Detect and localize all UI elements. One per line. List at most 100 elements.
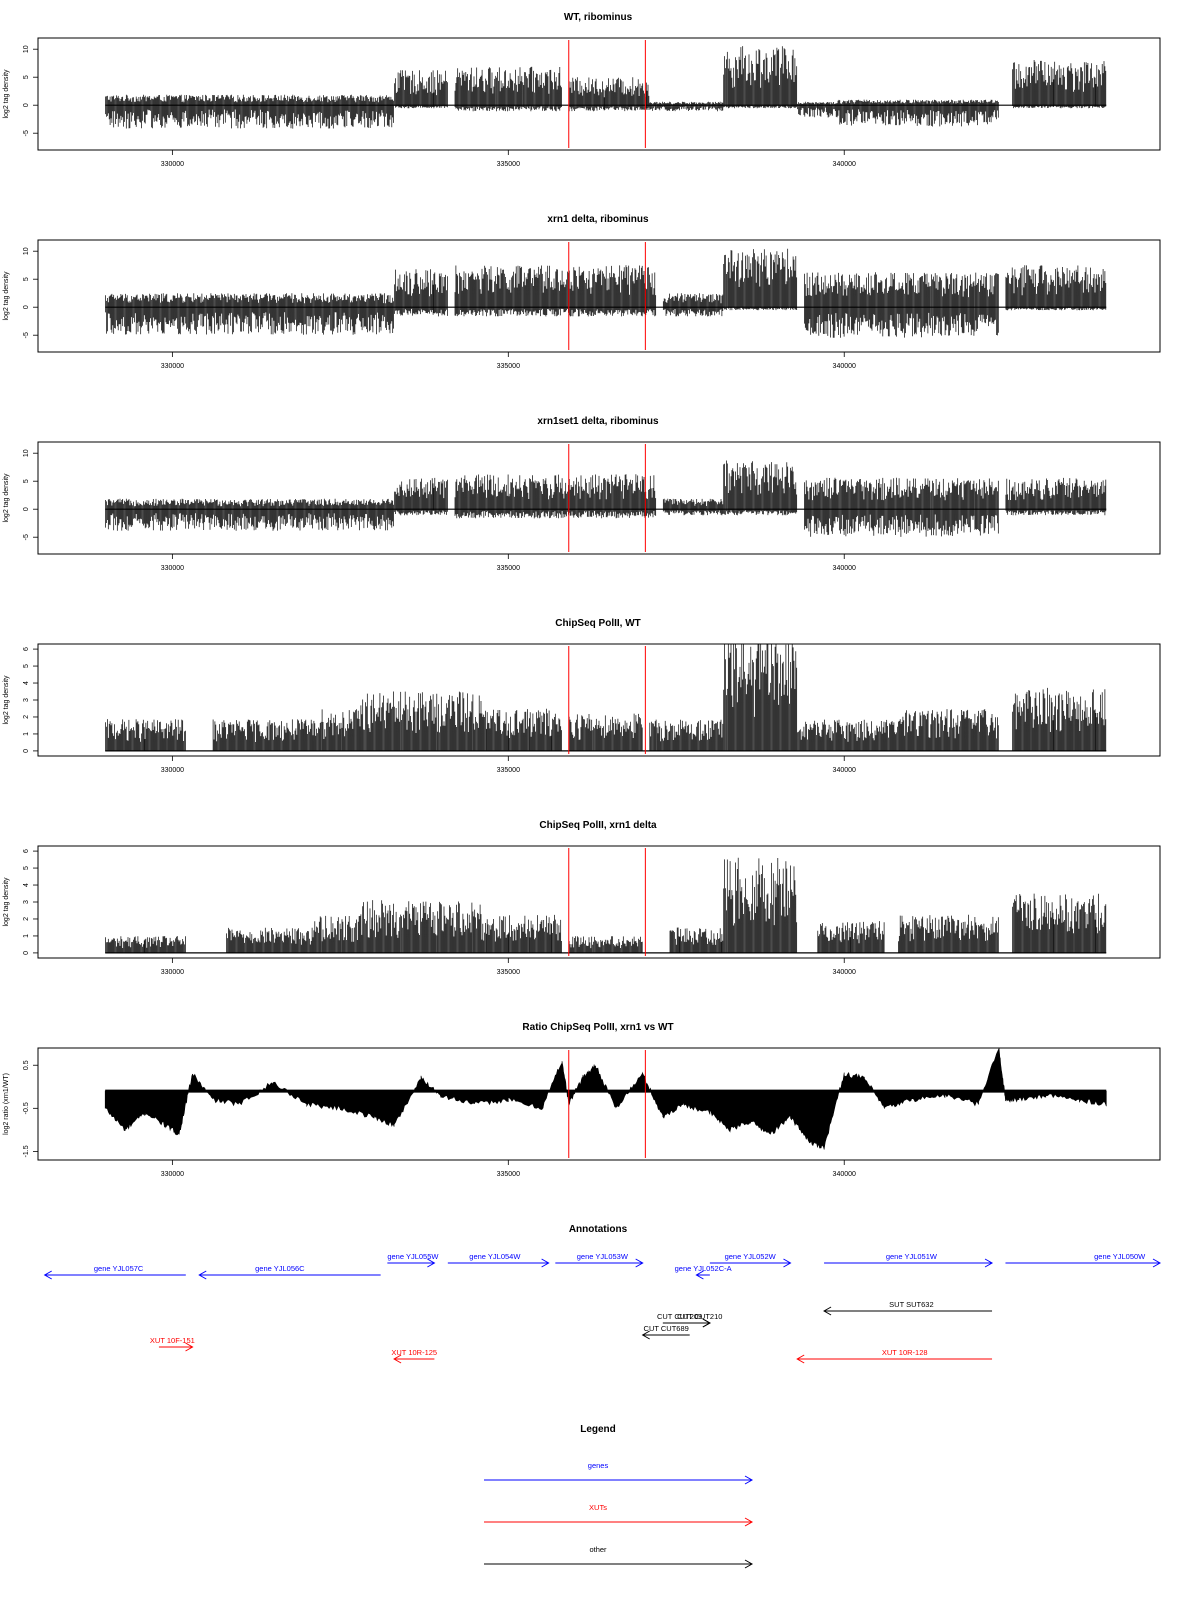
annotation-gene: gene YJL054W	[447, 1252, 550, 1268]
density-bars	[481, 914, 562, 953]
annotation-gene: gene YJL051W	[824, 1252, 994, 1268]
density-bars	[662, 293, 724, 317]
panel-title: ChipSeq PolII, WT	[555, 618, 641, 629]
arrow-right-icon	[744, 1475, 754, 1485]
y-tick-label: 0	[23, 507, 30, 511]
density-bars	[804, 272, 999, 338]
x-tick-label: 340000	[833, 969, 856, 976]
y-tick-label: 3	[23, 698, 30, 702]
annotation-gene: gene YJL052C-A	[675, 1264, 732, 1280]
annotation-label: gene YJL056C	[255, 1264, 305, 1273]
y-tick-label: 2	[23, 715, 30, 719]
arrow-right-icon	[1152, 1258, 1162, 1268]
x-tick-label: 340000	[833, 1171, 856, 1178]
panel-title: xrn1 delta, ribominus	[547, 214, 649, 225]
legend-item-gene: genes	[484, 1461, 754, 1485]
annotation-label: CUT CUT689	[644, 1324, 689, 1333]
arrow-right-icon	[702, 1318, 711, 1328]
density-bars	[649, 101, 724, 112]
panel-chipseq-polii-wt: ChipSeq PolII, WT log2 tag density 01234…	[3, 618, 1161, 774]
arrow-left-icon	[43, 1270, 52, 1280]
arrow-left-icon	[198, 1270, 207, 1280]
annotation-label: gene YJL057C	[94, 1264, 144, 1273]
annotation-label: gene YJL051W	[886, 1252, 938, 1261]
arrow-left-icon	[641, 1330, 650, 1340]
annotation-label: CUT CUT209	[657, 1312, 702, 1321]
arrow-right-icon	[541, 1258, 550, 1268]
y-axis-label: log2 ratio (xrn1/WT)	[3, 1073, 10, 1135]
density-bars	[394, 477, 448, 516]
arrow-left-icon	[695, 1270, 704, 1280]
density-bars	[1012, 60, 1107, 109]
density-bars	[360, 900, 482, 953]
legend-title: Legend	[580, 1424, 616, 1435]
annotation-other: SUT SUT632	[823, 1300, 993, 1316]
data-series	[105, 46, 1107, 129]
density-bars	[723, 644, 798, 751]
y-tick-label: 0	[23, 305, 30, 309]
panel-title: WT, ribominus	[564, 12, 633, 23]
density-bars	[1005, 265, 1107, 311]
y-tick-label: -1.5	[23, 1145, 30, 1157]
y-tick-label: 10	[23, 449, 30, 457]
arrow-right-icon	[984, 1258, 994, 1268]
legend-item-other: other	[484, 1545, 754, 1569]
density-bars	[454, 265, 657, 317]
density-bars	[797, 719, 898, 751]
annotation-label: gene YJL053W	[577, 1252, 629, 1261]
density-bars	[669, 927, 724, 953]
annotation-label: gene YJL050W	[1094, 1252, 1146, 1261]
y-tick-label: 10	[23, 247, 30, 255]
annotation-gene: gene YJL053W	[555, 1252, 644, 1268]
panel-title: Ratio ChipSeq PolII, xrn1 vs WT	[522, 1022, 673, 1033]
density-bars	[1012, 893, 1107, 953]
legend-label: XUTs	[589, 1503, 607, 1512]
arrow-left-icon	[796, 1354, 805, 1364]
y-tick-label: 6	[23, 647, 30, 651]
density-bars	[804, 477, 999, 537]
y-axis-label: log2 tag density	[3, 473, 10, 523]
density-bars	[360, 691, 482, 751]
panel-xrn1set1-delta-ribominus: xrn1set1 delta, ribominus log2 tag densi…	[3, 416, 1161, 572]
y-tick-label: 5	[23, 866, 30, 870]
annotation-label: gene YJL055W	[387, 1252, 439, 1261]
density-bars	[226, 927, 314, 953]
annotation-other: CUT CUT689	[641, 1324, 690, 1340]
density-bars	[105, 719, 186, 751]
annotation-gene: gene YJL052W	[709, 1252, 792, 1268]
annotation-other: CUT CUT210	[677, 1312, 722, 1328]
x-tick-label: 335000	[497, 1171, 520, 1178]
y-tick-label: 1	[23, 732, 30, 736]
annotation-label: XUT 10F-151	[150, 1336, 195, 1345]
y-tick-label: 5	[23, 479, 30, 483]
arrow-right-icon	[744, 1517, 754, 1527]
legend: Legend genes XUTs other	[484, 1424, 754, 1569]
density-bars	[662, 498, 724, 516]
density-bars	[454, 66, 562, 112]
density-bars	[394, 70, 448, 109]
density-bars	[723, 248, 798, 311]
y-axis-label: log2 tag density	[3, 69, 10, 119]
annotation-label: gene YJL054W	[469, 1252, 521, 1261]
legend-label: genes	[588, 1461, 609, 1470]
x-tick-label: 330000	[161, 161, 184, 168]
data-series	[105, 857, 1107, 954]
density-bars	[105, 498, 394, 531]
plot-frame	[37, 441, 1161, 555]
annotation-xut: XUT 10R-125	[391, 1348, 437, 1364]
x-tick-label: 340000	[833, 565, 856, 572]
ratio-area	[104, 1047, 1107, 1150]
annotation-gene: gene YJL057C	[43, 1264, 186, 1280]
x-tick-label: 330000	[161, 565, 184, 572]
y-tick-label: 5	[23, 277, 30, 281]
density-bars	[723, 460, 798, 516]
y-axis-label: log2 tag density	[3, 271, 10, 321]
density-bars	[1005, 477, 1107, 516]
density-bars	[105, 936, 186, 953]
arrow-right-icon	[427, 1258, 436, 1268]
x-tick-label: 335000	[497, 969, 520, 976]
x-tick-label: 335000	[497, 767, 520, 774]
x-tick-label: 335000	[497, 565, 520, 572]
plot-frame	[37, 239, 1161, 353]
